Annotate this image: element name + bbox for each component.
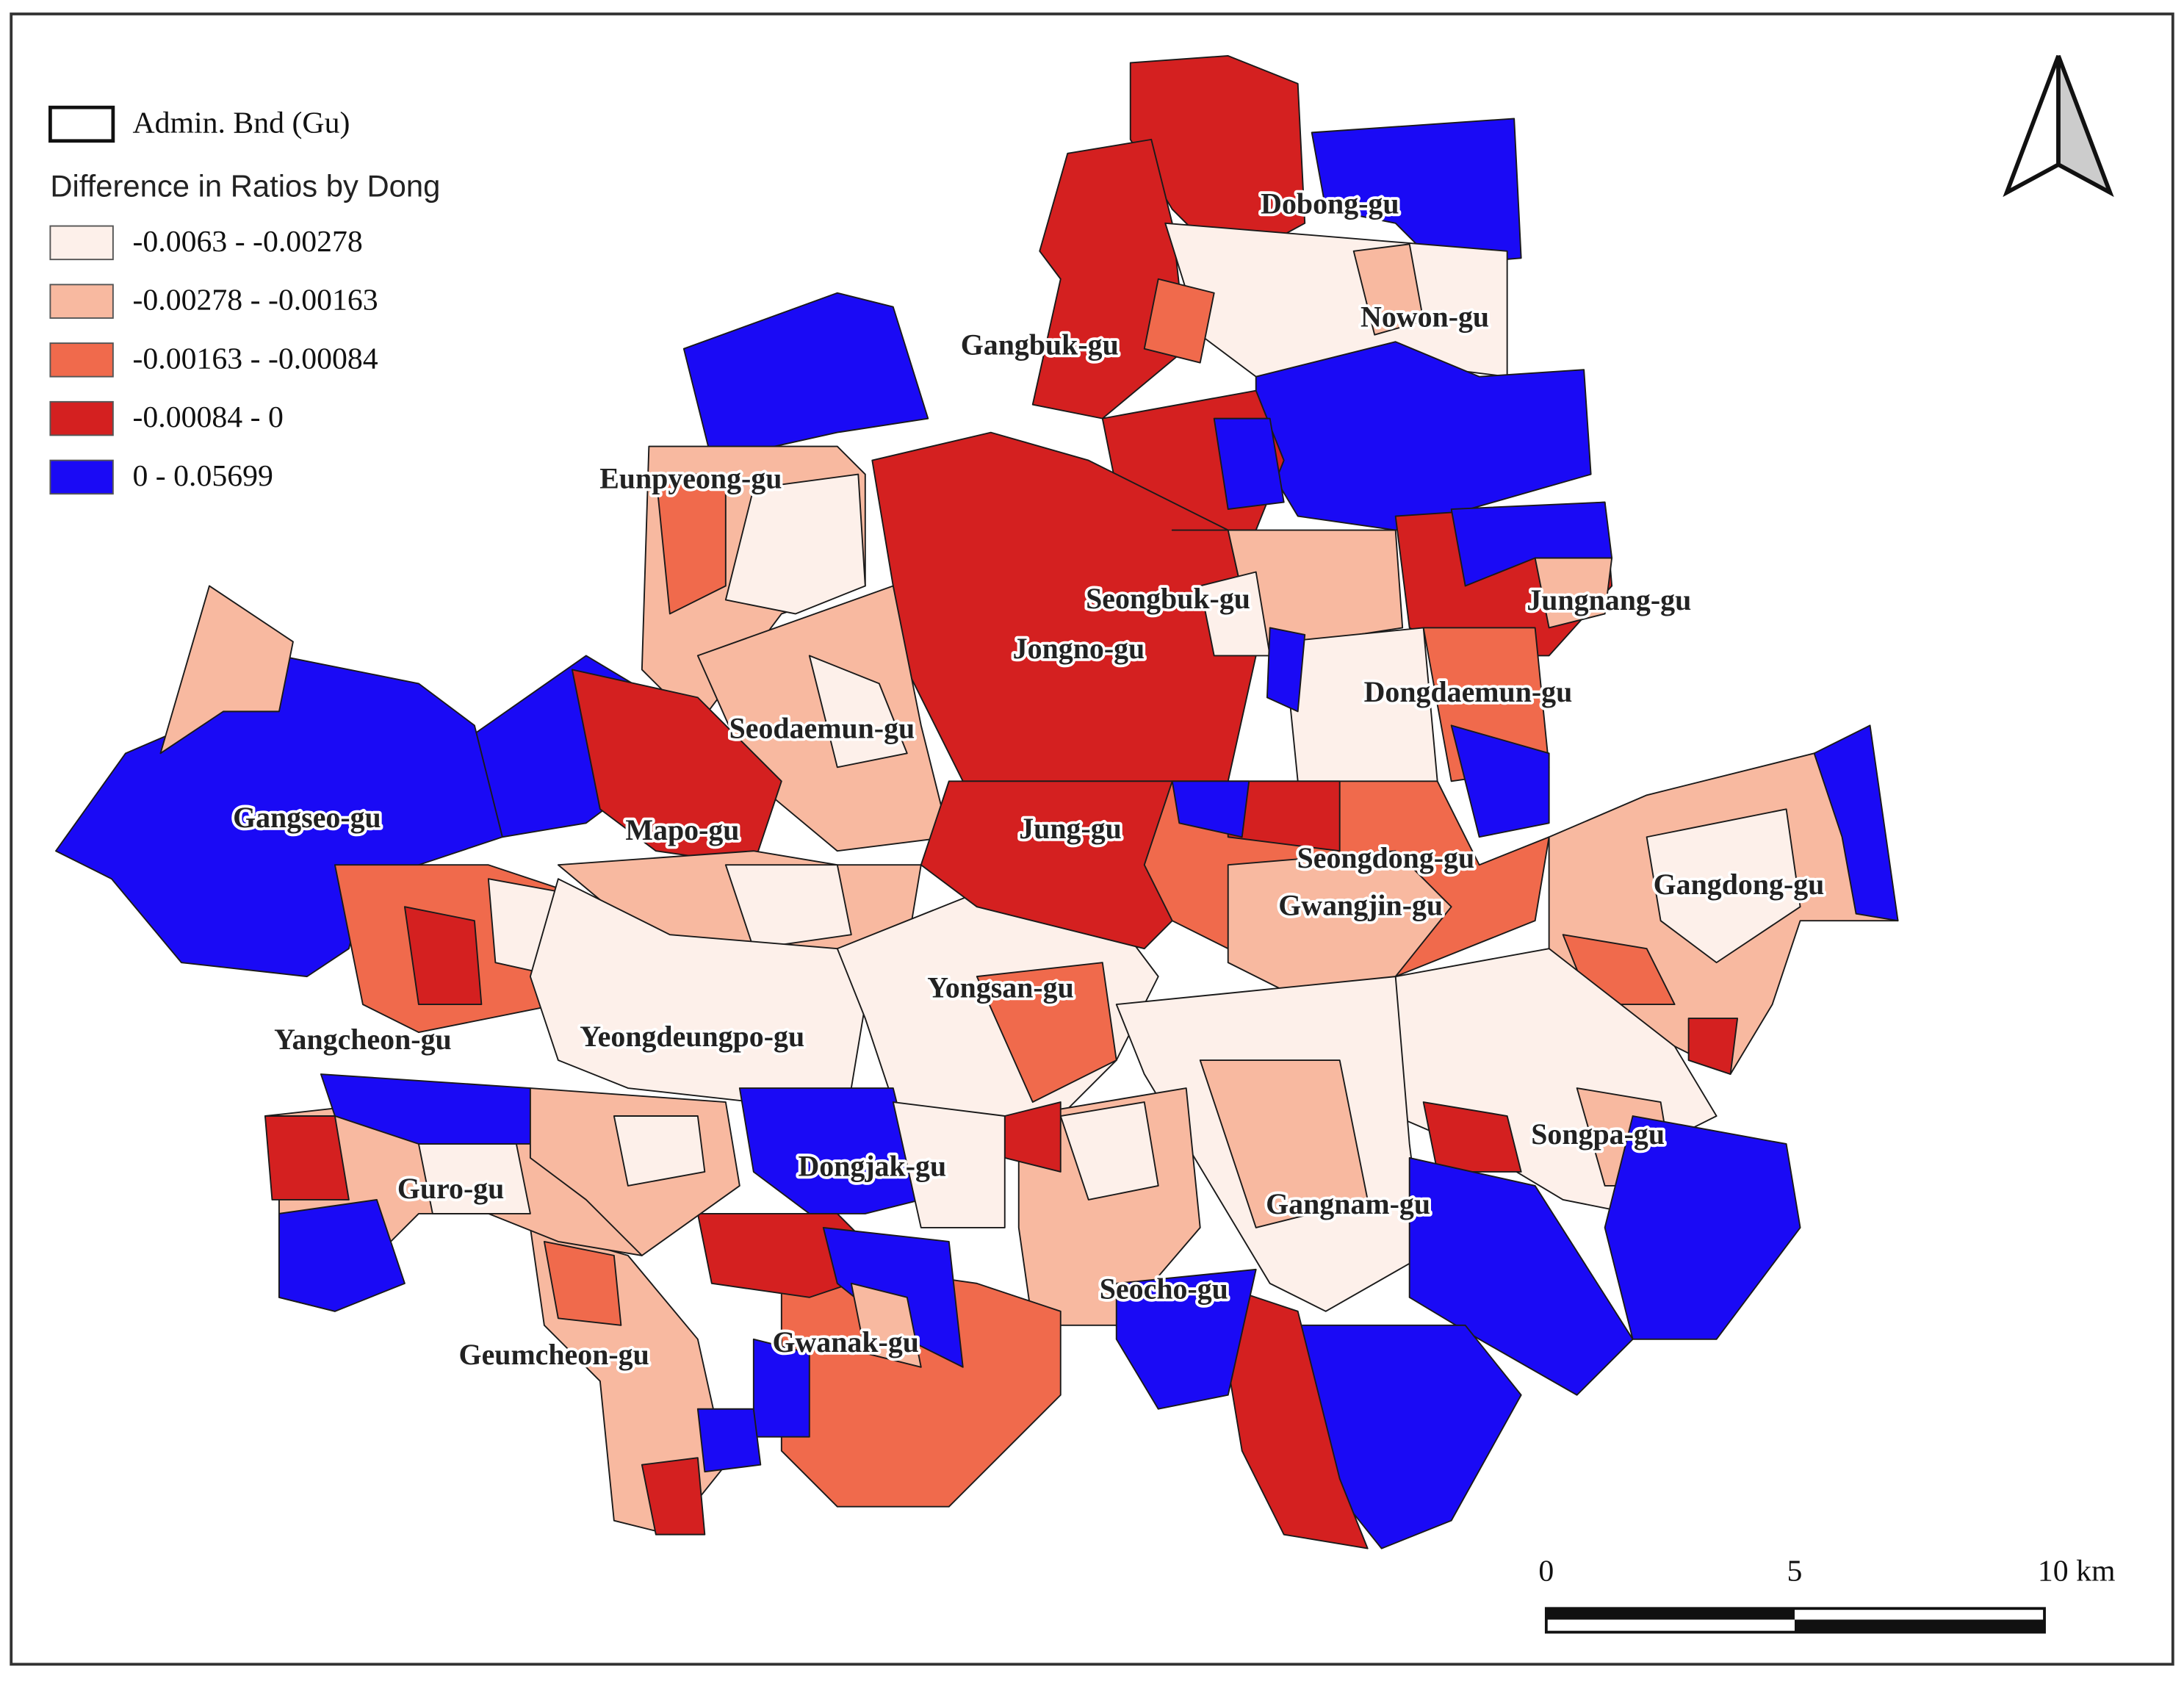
dong-region xyxy=(264,1115,350,1201)
district-label: Seocho-gu xyxy=(1100,1273,1228,1306)
district-label: Dongdaemun-gu xyxy=(1364,675,1573,708)
dong-region xyxy=(1450,724,1550,838)
dong-region xyxy=(320,1073,545,1145)
dong-region xyxy=(1059,1101,1159,1201)
dong-region xyxy=(780,1254,1062,1508)
dong-region xyxy=(1115,1268,1257,1410)
legend-swatch xyxy=(49,284,114,319)
district-label: Jongno-gu xyxy=(1013,632,1145,665)
legend-label: -0.00084 - 0 xyxy=(132,400,283,434)
legend-label: -0.0063 - -0.00278 xyxy=(132,225,362,259)
legend-label: -0.00278 - -0.00163 xyxy=(132,284,378,317)
district-label: Gwanak-gu xyxy=(772,1325,918,1358)
dong-region xyxy=(976,962,1117,1103)
dong-region xyxy=(655,473,727,615)
district-label: Songpa-gu xyxy=(1531,1117,1665,1151)
legend-label: -0.00163 - -0.00084 xyxy=(132,342,378,375)
dong-region xyxy=(159,585,294,755)
dong-region xyxy=(278,1198,406,1312)
district-label: Seodaemun-gu xyxy=(729,711,915,744)
dong-region xyxy=(892,1101,1006,1228)
scale-label: 5 xyxy=(1787,1554,1803,1588)
legend-label: 0 - 0.05699 xyxy=(132,459,273,493)
district-label: Yangcheon-gu xyxy=(274,1023,452,1056)
district-label: Gwangjin-gu xyxy=(1278,889,1443,922)
district-label: Guro-gu xyxy=(397,1172,505,1205)
dong-region xyxy=(1266,627,1306,713)
district-label: Seongbuk-gu xyxy=(1086,582,1250,615)
map-regions xyxy=(55,55,1899,1549)
dong-region xyxy=(1534,557,1613,629)
legend-title: Difference in Ratios by Dong xyxy=(50,168,440,203)
district-label: Gangseo-gu xyxy=(233,801,381,834)
dong-region xyxy=(808,655,908,768)
dong-region xyxy=(1408,1157,1634,1396)
district-label: Dongjak-gu xyxy=(798,1150,946,1183)
scale-label: 10 km xyxy=(2038,1554,2116,1588)
dong-region xyxy=(1199,1059,1369,1228)
north-arrow xyxy=(2003,54,2114,198)
dong-region xyxy=(403,906,483,1006)
dong-region xyxy=(1352,243,1424,336)
scale-bar-segment xyxy=(1794,1619,2045,1633)
legend-swatch xyxy=(49,225,114,261)
district-labels: Dobong-gu Nowon-gu Gangbuk-gu Eunpyeong-gu S… xyxy=(230,184,1827,1374)
dong-region xyxy=(613,1115,706,1187)
district-label: Mapo-gu xyxy=(625,813,739,846)
dong-region xyxy=(1646,808,1801,964)
scale-label: 0 xyxy=(1538,1554,1554,1588)
dong-region xyxy=(696,1408,762,1473)
district-label: Geumcheon-gu xyxy=(459,1338,649,1371)
district-label: Yeongdeungpo-gu xyxy=(580,1020,804,1053)
dong-region xyxy=(1604,1115,1801,1340)
dong-region xyxy=(850,1282,922,1368)
dong-region xyxy=(1213,417,1285,510)
district-label: Yongsan-gu xyxy=(927,971,1074,1004)
district-label: Gangnam-gu xyxy=(1266,1187,1430,1220)
district-label: Gangbuk-gu xyxy=(961,328,1119,361)
legend-boundary-label: Admin. Bnd (Gu) xyxy=(132,106,350,140)
district-label: Jungnang-gu xyxy=(1527,583,1691,616)
legend-boundary-swatch xyxy=(48,105,115,143)
district-label: Dobong-gu xyxy=(1261,187,1399,220)
scale-bar: 0 5 10 km xyxy=(1538,1554,2116,1634)
legend-swatch xyxy=(49,342,114,378)
dong-region xyxy=(724,864,852,950)
district-label: Seongdong-gu xyxy=(1297,841,1475,874)
district-label: Eunpyeong-gu xyxy=(599,462,782,495)
scale-bar-segment xyxy=(1546,1608,1795,1620)
dong-region xyxy=(738,1087,922,1214)
legend-swatch xyxy=(49,459,114,495)
district-label: Gangdong-gu xyxy=(1654,868,1825,901)
dong-region xyxy=(1422,1101,1522,1173)
north-arrow-right xyxy=(2056,54,2114,198)
dong-region xyxy=(1813,724,1899,922)
dong-region xyxy=(1143,278,1215,364)
dong-region xyxy=(752,1338,810,1438)
district-label: Jung-gu xyxy=(1019,812,1122,845)
dong-region xyxy=(1687,1018,1739,1075)
legend: Admin. Bnd (Gu) Difference in Ratios by … xyxy=(48,105,440,495)
district-label: Nowon-gu xyxy=(1361,300,1489,333)
dong-region xyxy=(724,473,866,615)
legend-swatch xyxy=(49,400,114,436)
dong-region xyxy=(641,1457,706,1536)
dong-region xyxy=(1213,1282,1369,1549)
dong-region xyxy=(1171,780,1250,838)
dong-region xyxy=(543,1240,622,1326)
